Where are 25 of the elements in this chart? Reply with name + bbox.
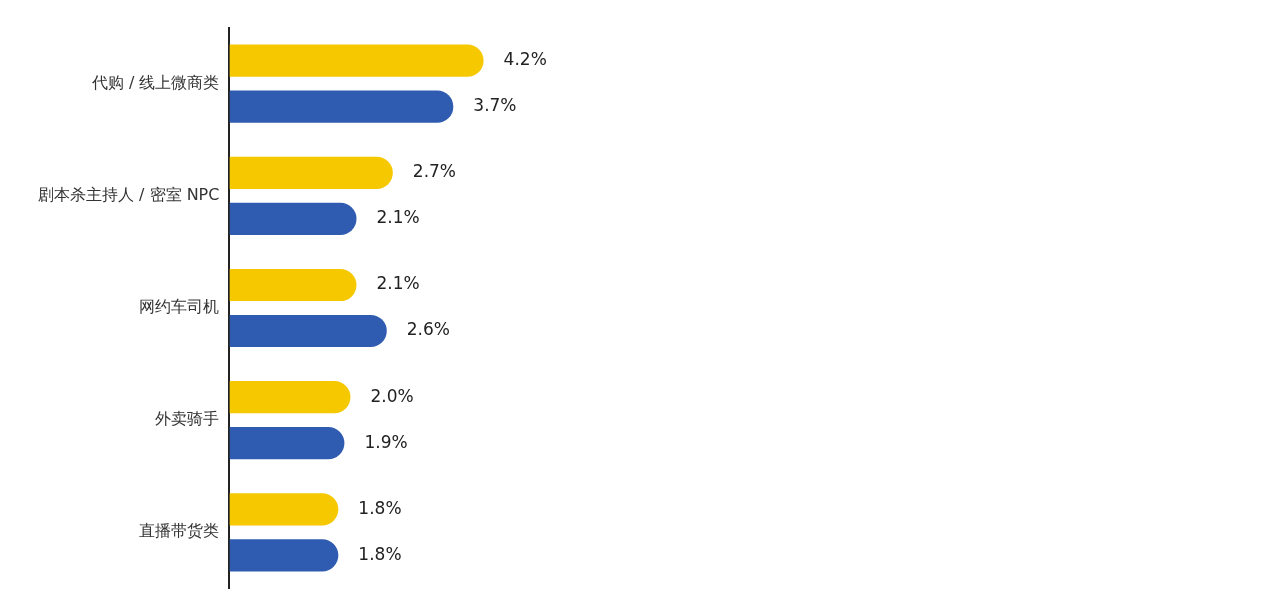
bar <box>229 268 357 302</box>
bar <box>229 493 339 526</box>
bar <box>229 44 484 77</box>
y-tick-label: 代购 / 线上微商类 <box>90 72 220 92</box>
data-label: 1.9% <box>364 431 408 452</box>
data-label: 2.0% <box>370 385 414 406</box>
data-label: 2.7% <box>412 161 457 182</box>
bar <box>229 90 454 123</box>
y-tick-label: 外卖骑手 <box>155 409 220 429</box>
y-tick-label: 直播带货类 <box>139 521 220 541</box>
data-label: 2.6% <box>406 319 450 340</box>
data-label: 1.8% <box>358 543 402 564</box>
bar <box>229 427 345 460</box>
data-label: 2.1% <box>376 273 420 294</box>
bar <box>229 202 357 235</box>
y-tick-label: 剧本杀主持人 / 密室 NPC <box>38 185 220 204</box>
bar <box>229 314 387 348</box>
data-label: 1.8% <box>358 497 402 518</box>
y-tick-label: 网约车司机 <box>139 297 220 317</box>
data-label: 4.2% <box>503 49 547 70</box>
bar <box>229 156 393 189</box>
data-label: 2.1% <box>376 207 420 228</box>
bar <box>229 539 339 572</box>
data-label: 3.7% <box>473 95 517 116</box>
bar <box>229 381 351 414</box>
